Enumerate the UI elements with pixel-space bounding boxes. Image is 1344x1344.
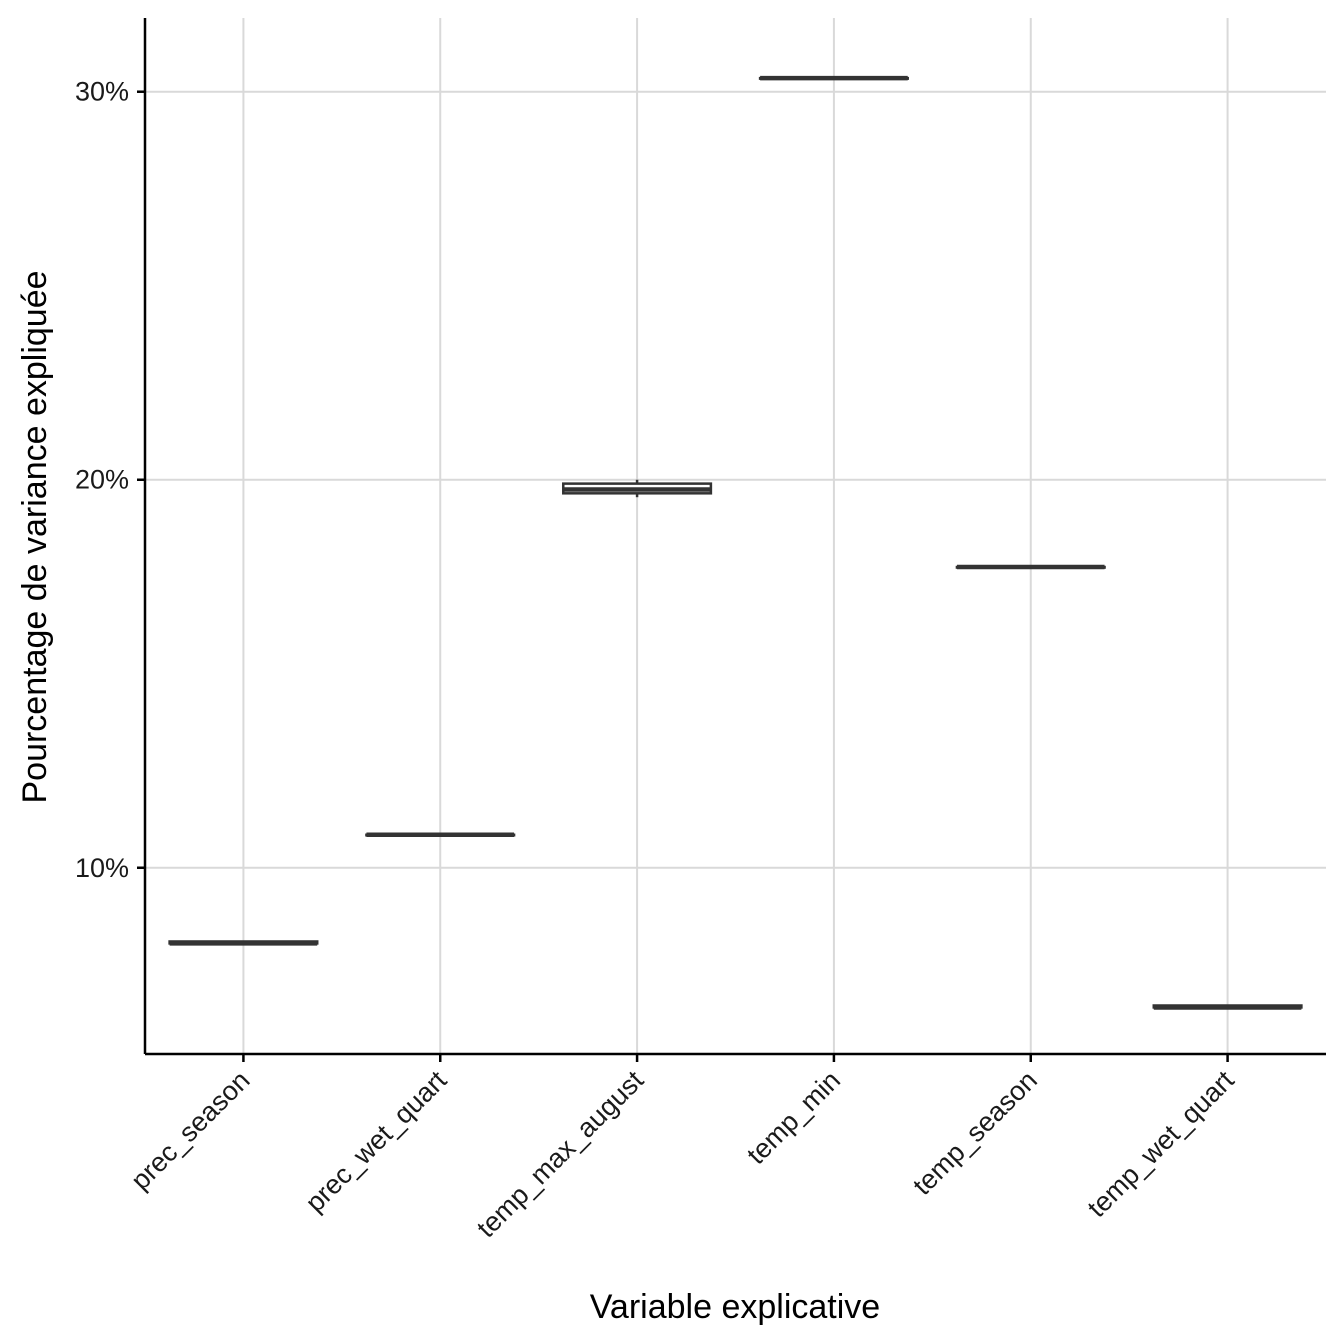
y-tick-label: 10%	[75, 853, 129, 883]
box-temp_max_august	[562, 479, 713, 498]
y-axis-title: Pourcentage de variance expliquée	[16, 270, 54, 803]
box-prec_season	[168, 940, 319, 946]
x-tick-label: prec_wet_quart	[300, 1065, 453, 1218]
x-tick-label: temp_wet_quart	[1082, 1065, 1240, 1223]
y-tick-label: 20%	[75, 465, 129, 495]
box-temp_min	[758, 75, 909, 81]
x-tick-label: temp_season	[907, 1065, 1043, 1201]
x-axis-title: Variable explicative	[590, 1288, 880, 1326]
box-temp_season	[955, 564, 1106, 570]
box-temp_wet_quart	[1152, 1004, 1303, 1010]
axis-layer: 10%20%30%prec_season prec_wet_quart temp_m…	[75, 18, 1326, 1243]
box-layer	[168, 75, 1303, 1010]
box-prec_wet_quart	[365, 832, 516, 838]
y-tick-label: 30%	[75, 77, 129, 107]
x-tick-label: temp_max_august	[471, 1065, 650, 1244]
x-tick-label: temp_min	[741, 1065, 846, 1170]
x-tick-label: prec_season	[125, 1065, 256, 1196]
grid-layer	[145, 18, 1326, 1054]
